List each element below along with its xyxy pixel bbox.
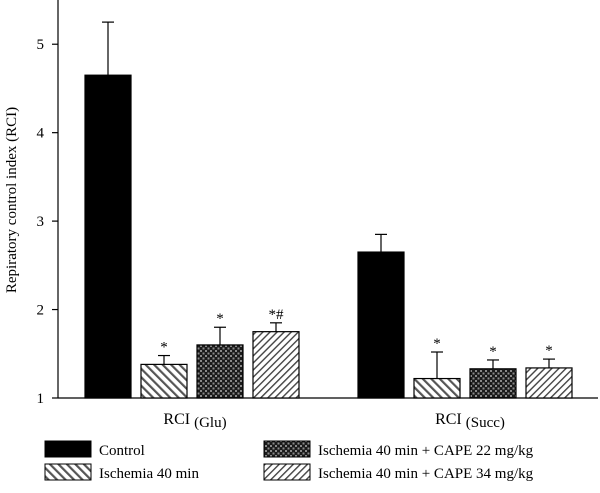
bar: [252, 331, 300, 399]
legend: Control Ischemia 40 min Ischemia 40 min …: [44, 440, 534, 482]
bar: [84, 74, 132, 399]
group-label: RCI (Glu): [163, 411, 226, 431]
bar: [525, 367, 573, 399]
significance-mark: *: [489, 344, 497, 360]
y-tick-label: 1: [37, 391, 45, 407]
bar: [469, 368, 517, 399]
y-tick-label: 2: [37, 303, 45, 319]
legend-label-cape-34: Ischemia 40 min + CAPE 34 mg/kg: [318, 466, 534, 482]
y-tick-label: 4: [37, 126, 45, 142]
bar: [196, 344, 244, 399]
significance-mark: *: [160, 340, 168, 356]
significance-mark: *: [545, 343, 553, 359]
y-tick-label: 3: [37, 214, 45, 230]
legend-label-cape-22: Ischemia 40 min + CAPE 22 mg/kg: [318, 443, 534, 459]
legend-label-ischemia: Ischemia 40 min: [99, 466, 199, 482]
significance-mark: *#: [269, 307, 285, 323]
bar: [413, 377, 461, 399]
y-tick-label: 5: [37, 37, 45, 53]
bar: [357, 251, 405, 399]
legend-swatch-control: [44, 440, 92, 458]
y-axis-label: Repiratory control index (RCI): [4, 107, 20, 293]
legend-label-control: Control: [99, 443, 145, 459]
legend-swatch-ischemia: [44, 463, 92, 481]
significance-mark: *: [216, 311, 224, 327]
significance-mark: *: [433, 336, 441, 352]
legend-swatch-cape-34: [263, 463, 311, 481]
bar: [140, 363, 188, 399]
group-label: RCI (Succ): [435, 411, 505, 431]
legend-swatch-cape-22: [263, 440, 311, 458]
